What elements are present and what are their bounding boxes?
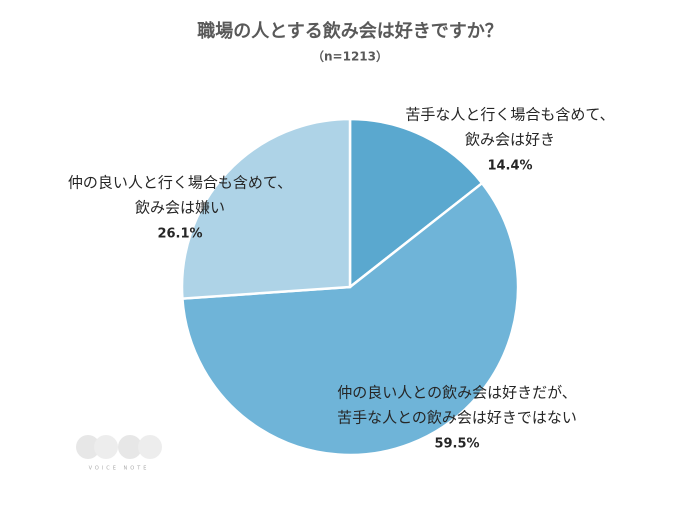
pie-slice [181, 181, 520, 457]
slice-label: 飲み会は好き [465, 131, 555, 149]
slice-label: 飲み会は嫌い [135, 199, 225, 217]
value-label: 14.4% [487, 159, 532, 174]
slice-label: 苦手な人と行く場合も含めて、 [405, 106, 614, 124]
slice-label: 仲の良い人と行く場合も含めて、 [68, 174, 292, 192]
value-label: 26.1% [157, 227, 202, 242]
slice-label: 仲の良い人との飲み会は好きだが、 [337, 384, 577, 402]
slice-label: 苦手な人との飲み会は好きではない [337, 409, 577, 427]
value-label: 59.5% [434, 437, 479, 452]
watermark-logo [76, 435, 162, 459]
chart-title: 職場の人とする飲み会は好きですか？ [197, 20, 502, 42]
pie-slice [180, 117, 352, 300]
watermark-text: VOICE NOTE [89, 466, 150, 472]
pie-slice [348, 117, 484, 290]
chart-subtitle: （n=1213） [312, 49, 388, 64]
